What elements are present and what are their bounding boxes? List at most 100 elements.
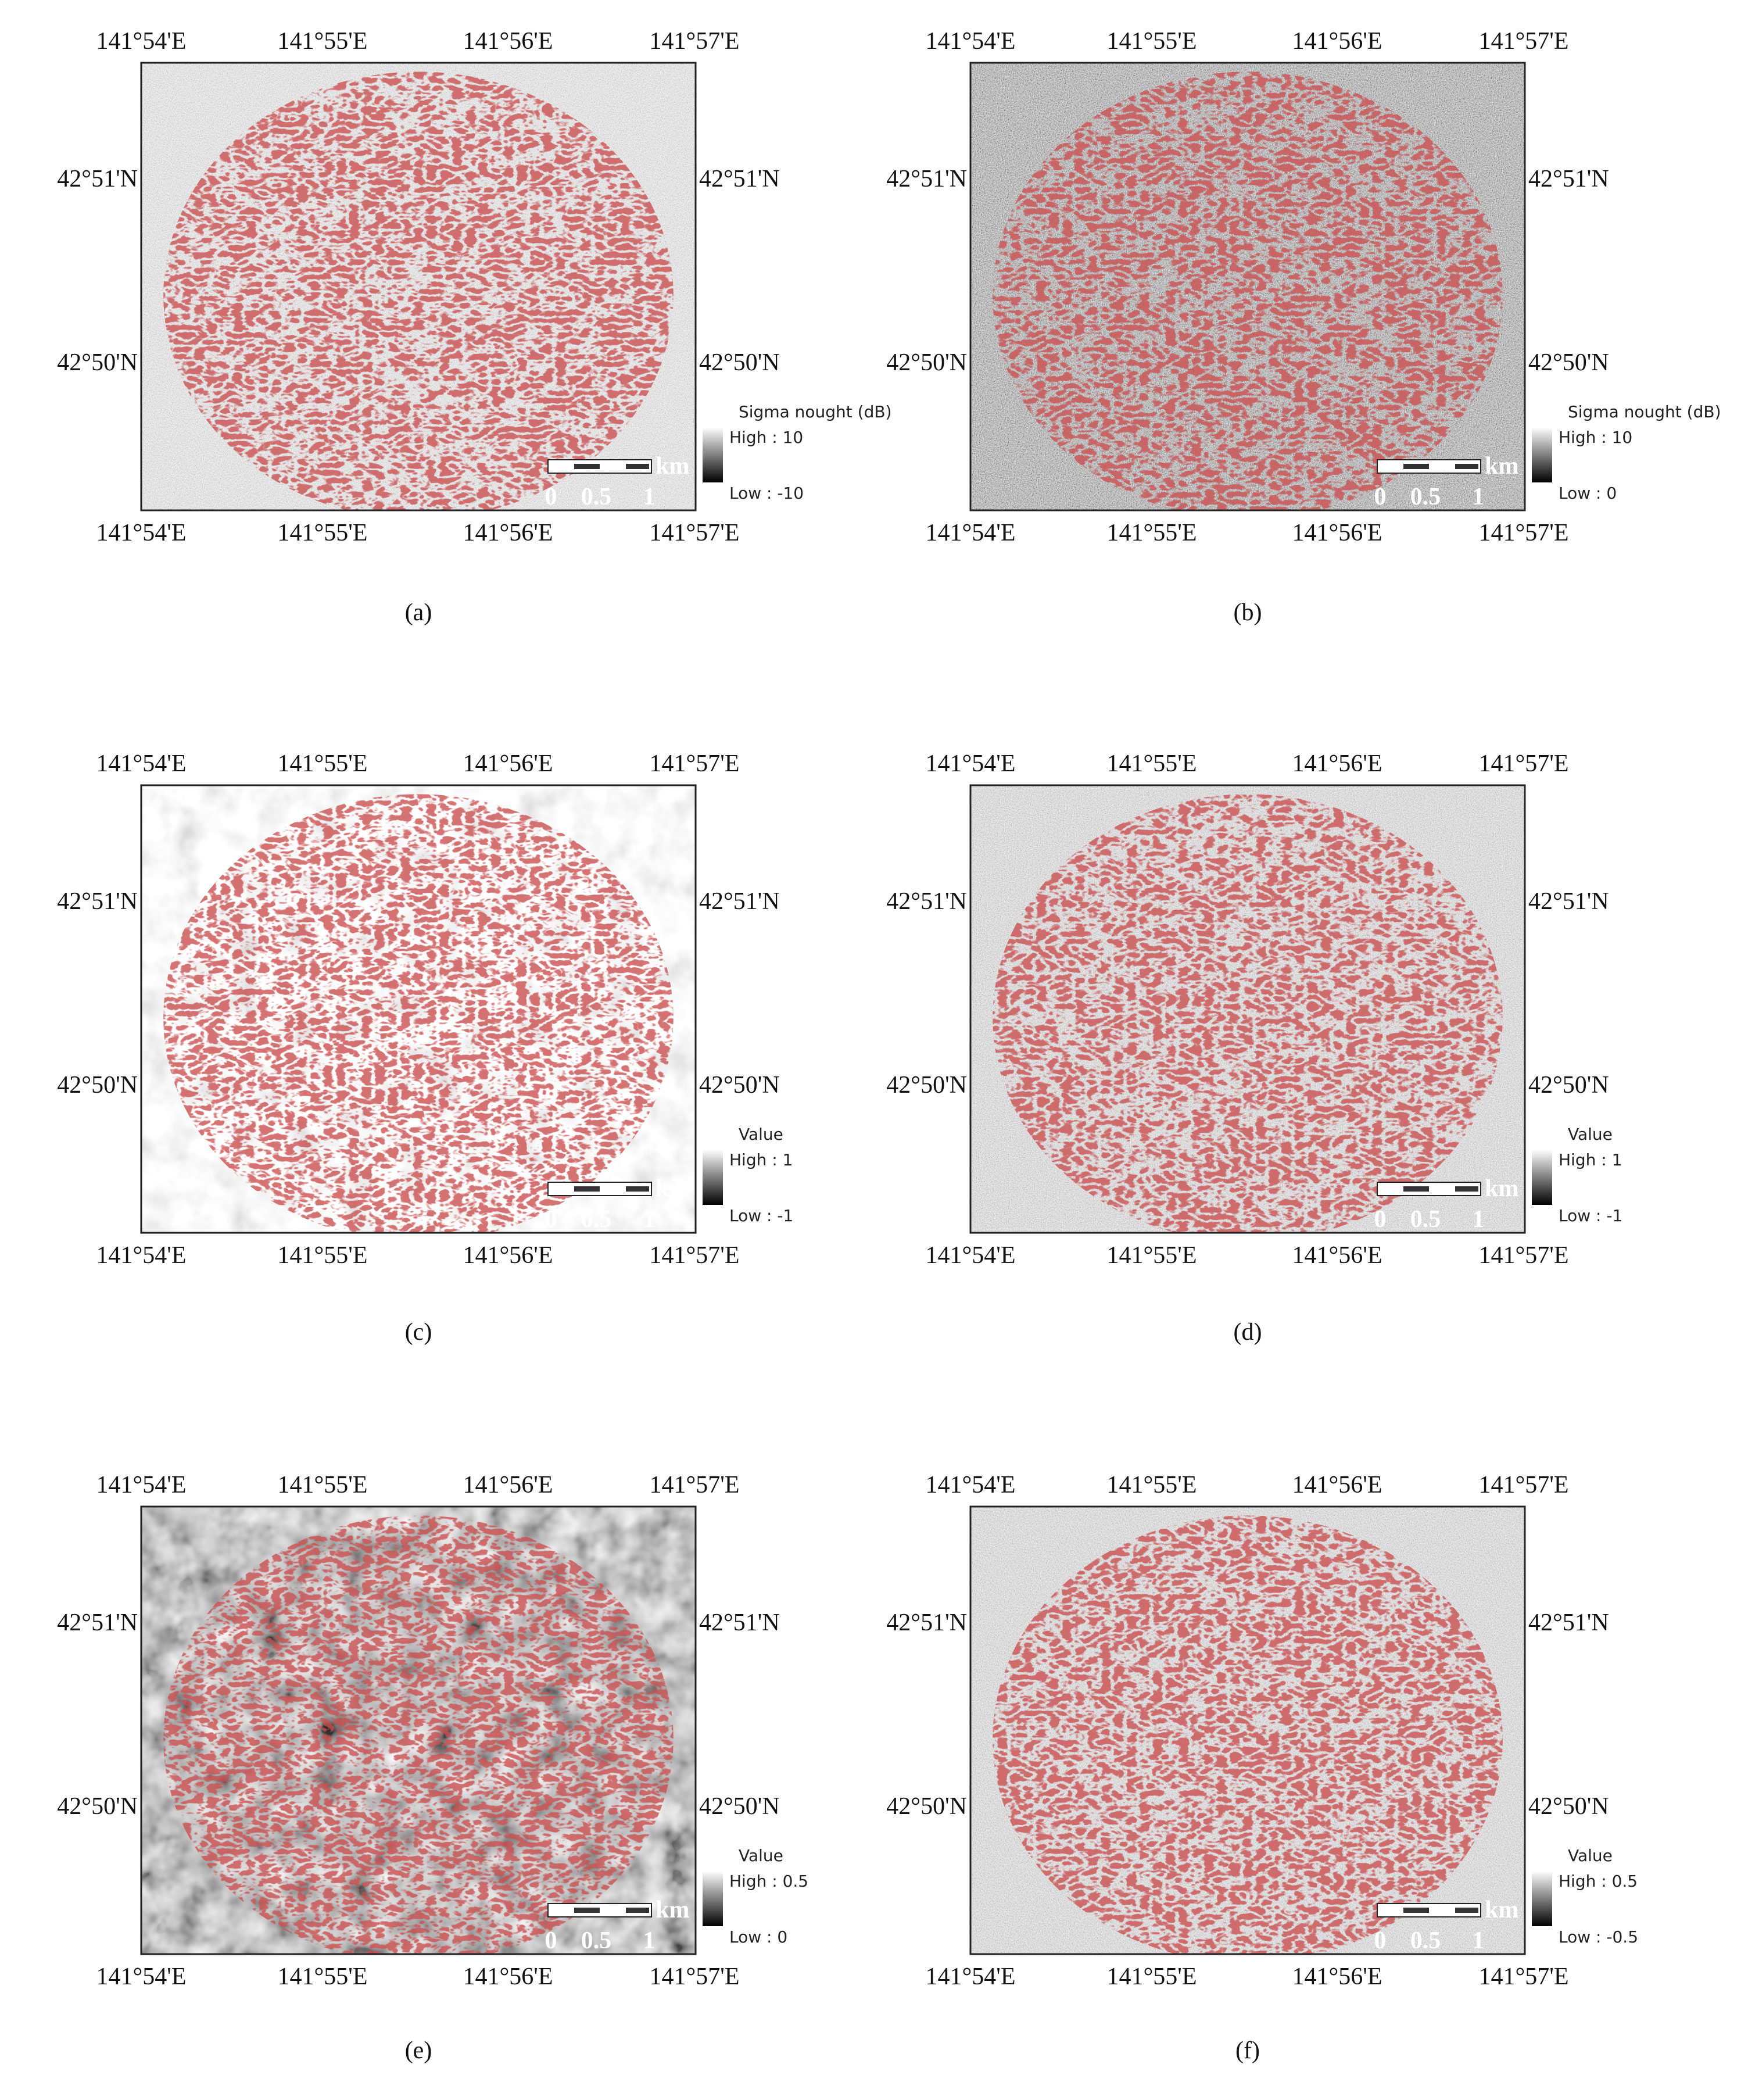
scale-bar-segment [1455, 1186, 1478, 1192]
scale-bar-segment [626, 464, 649, 469]
left-lat-label: 42°50'N [57, 349, 138, 376]
landslide-mask [993, 71, 1503, 510]
scale-bar-label: 0.5 [581, 1206, 612, 1233]
bottom-lon-label: 141°55'E [1106, 1963, 1197, 1990]
landslide-mask [993, 794, 1503, 1233]
map-panel: 141°54'E 141°54'E 141°55'E 141°55'E 141°56'E… [886, 750, 1622, 1269]
map-panel: 141°54'E 141°54'E 141°55'E 141°55'E 141°56'E… [57, 750, 793, 1269]
top-lon-label: 141°57'E [1478, 750, 1568, 777]
top-lon-label: 141°54'E [96, 750, 186, 777]
scale-bar-label: 0.5 [581, 484, 612, 510]
panel-label: (d) [1234, 1319, 1262, 1346]
left-lat-label: 42°50'N [57, 1793, 138, 1820]
bottom-lon-label: 141°55'E [277, 1242, 367, 1269]
scale-bar-label: 1 [1473, 1206, 1485, 1233]
right-lat-label: 42°50'N [1528, 349, 1609, 376]
left-lat-label: 42°51'N [886, 888, 967, 915]
map-image [141, 785, 696, 1233]
legend: Sigma nought (dB) High : 10 Low : 0 [1532, 402, 1721, 503]
landslide-mask [993, 1515, 1503, 1954]
top-lon-label: 141°57'E [1478, 1472, 1568, 1498]
scale-bar-label: 1 [643, 484, 656, 510]
scale-bar-label: 1 [1473, 1927, 1485, 1954]
scale-bar-label: 0 [545, 1206, 557, 1233]
top-lon-label: 141°56'E [463, 28, 553, 55]
map-image [141, 63, 696, 510]
right-lat-label: 42°50'N [1528, 1072, 1609, 1099]
map-panel: 141°54'E 141°54'E 141°55'E 141°55'E 141°56'E… [886, 1472, 1638, 1990]
bottom-lon-label: 141°57'E [649, 1242, 739, 1269]
legend: Value High : 0.5 Low : -0.5 [1532, 1846, 1638, 1947]
scale-bar-segment [626, 1186, 649, 1192]
left-lat-label: 42°50'N [886, 349, 967, 376]
scale-bar-segment [626, 1908, 649, 1913]
scale-bar-label: 0.5 [1410, 484, 1441, 510]
legend-ramp [1532, 1871, 1552, 1926]
left-lat-label: 42°51'N [57, 166, 138, 192]
right-lat-label: 42°51'N [699, 1609, 780, 1636]
scale-bar-segment [1403, 464, 1429, 469]
top-lon-label: 141°54'E [925, 1472, 1015, 1498]
top-lon-label: 141°54'E [925, 750, 1015, 777]
bottom-lon-label: 141°55'E [277, 520, 367, 546]
legend-ramp [703, 1150, 723, 1205]
top-lon-label: 141°54'E [96, 1472, 186, 1498]
top-lon-label: 141°55'E [1106, 750, 1197, 777]
right-lat-label: 42°51'N [699, 888, 780, 915]
scale-bar: km 0 0.5 1 [1374, 1897, 1519, 1954]
legend: Value High : 1 Low : -1 [1532, 1125, 1622, 1225]
scale-bar-unit: km [656, 1175, 689, 1202]
scale-bar: km 0 0.5 1 [545, 1175, 690, 1233]
legend-ramp [703, 1871, 723, 1926]
left-lat-label: 42°51'N [886, 1609, 967, 1636]
bottom-lon-label: 141°57'E [1478, 520, 1568, 546]
landslide-overlay [993, 71, 1503, 510]
legend-title: Value [739, 1125, 783, 1144]
right-lat-label: 42°50'N [699, 1072, 780, 1099]
legend-title: Value [739, 1846, 783, 1865]
legend-high: High : 1 [729, 1150, 793, 1169]
top-lon-label: 141°57'E [649, 1472, 739, 1498]
bottom-lon-label: 141°57'E [1478, 1963, 1568, 1990]
legend-title: Value [1568, 1125, 1613, 1144]
landslide-mask [163, 794, 674, 1233]
map-panel: 141°54'E 141°54'E 141°55'E 141°55'E 141°56'E… [57, 28, 891, 546]
map-panel: 141°54'E 141°54'E 141°55'E 141°55'E 141°56'E… [886, 28, 1721, 546]
legend-low: Low : -1 [1559, 1206, 1622, 1225]
landslide-overlay [163, 71, 674, 510]
scale-bar-label: 1 [1473, 484, 1485, 510]
panel-label: (c) [405, 1319, 432, 1346]
legend-high: High : 0.5 [1559, 1872, 1638, 1891]
bottom-lon-label: 141°55'E [1106, 520, 1197, 546]
legend-low: Low : -0.5 [1559, 1927, 1638, 1947]
bottom-lon-label: 141°56'E [463, 1242, 553, 1269]
top-lon-label: 141°54'E [96, 28, 186, 55]
map-image [970, 785, 1525, 1233]
left-lat-label: 42°51'N [57, 888, 138, 915]
left-lat-label: 42°51'N [886, 166, 967, 192]
legend-title: Sigma nought (dB) [1568, 402, 1721, 421]
right-lat-label: 42°51'N [699, 166, 780, 192]
right-lat-label: 42°51'N [1528, 1609, 1609, 1636]
top-lon-label: 141°56'E [463, 750, 553, 777]
bottom-lon-label: 141°56'E [1292, 1242, 1382, 1269]
bottom-lon-label: 141°56'E [1292, 1963, 1382, 1990]
right-lat-label: 42°50'N [699, 349, 780, 376]
top-lon-label: 141°55'E [1106, 28, 1197, 55]
landslide-overlay [163, 794, 674, 1233]
top-lon-label: 141°57'E [1478, 28, 1568, 55]
landslide-overlay [993, 794, 1503, 1233]
landslide-mask [163, 1515, 674, 1954]
scale-bar-segment [1403, 1908, 1429, 1913]
map-image [970, 1507, 1525, 1954]
scale-bar-segment [574, 464, 600, 469]
top-lon-label: 141°55'E [277, 750, 367, 777]
legend-title: Value [1568, 1846, 1613, 1865]
bottom-lon-label: 141°54'E [96, 1242, 186, 1269]
legend-ramp [703, 427, 723, 482]
right-lat-label: 42°51'N [1528, 888, 1609, 915]
legend: Sigma nought (dB) High : 10 Low : -10 [703, 402, 892, 503]
top-lon-label: 141°57'E [649, 28, 739, 55]
map-image [141, 1507, 696, 1954]
bottom-lon-label: 141°56'E [463, 1963, 553, 1990]
